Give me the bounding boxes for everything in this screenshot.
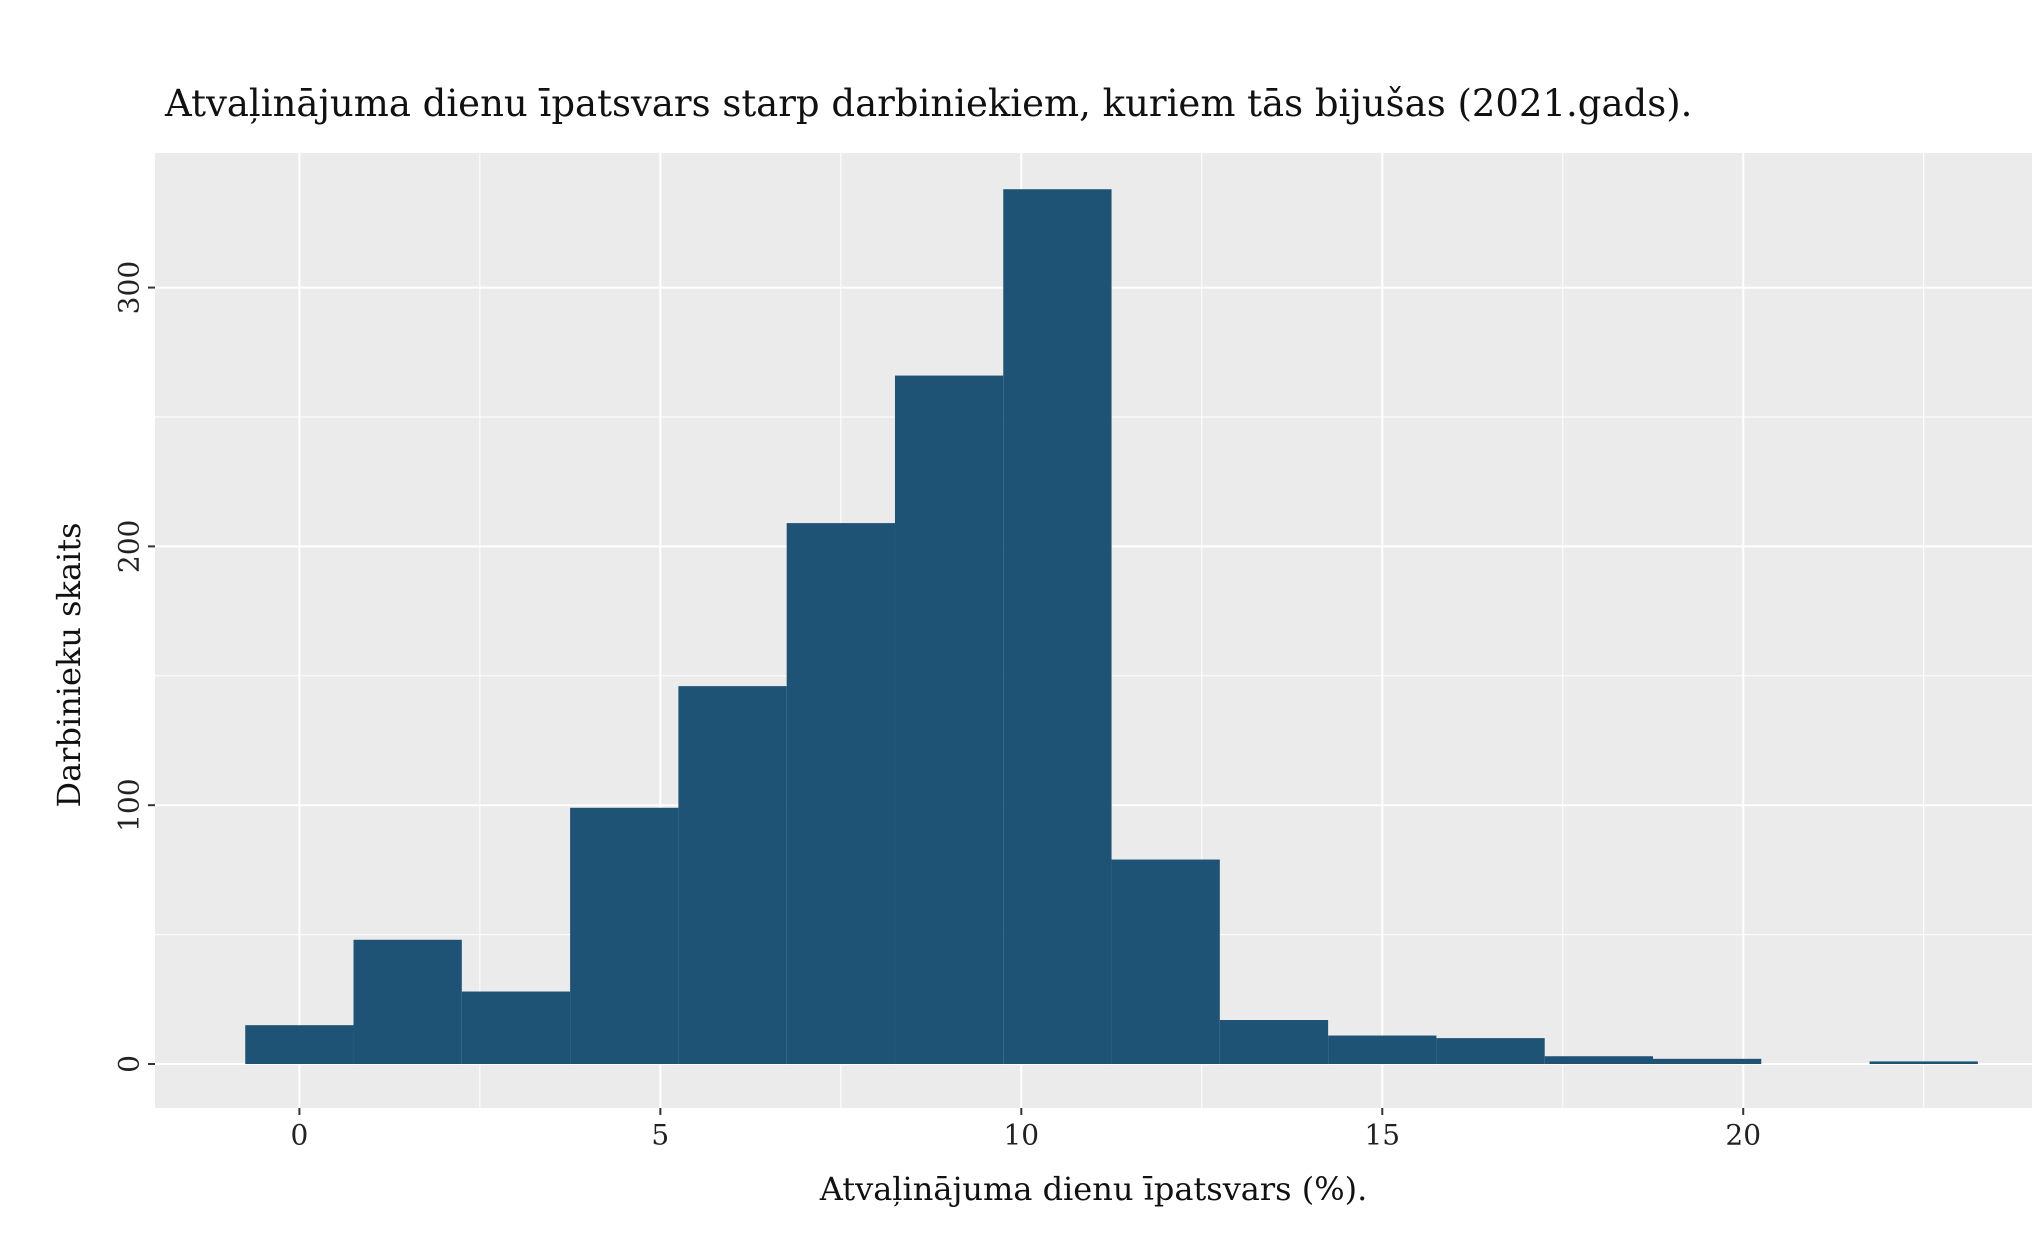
x-axis-tick-label: 20 — [1725, 1119, 1761, 1152]
y-axis-title: Darbinieku skaits — [50, 522, 88, 807]
histogram-bar — [1219, 1020, 1329, 1065]
histogram-bar — [1328, 1035, 1437, 1065]
x-axis-tick-label: 0 — [290, 1119, 308, 1152]
histogram-bar — [245, 1025, 354, 1065]
histogram-bar — [1869, 1061, 1978, 1065]
histogram-bar — [570, 807, 679, 1065]
histogram-bar — [353, 939, 462, 1065]
chart-title: Atvaļinājuma dienu īpatsvars starp darbi… — [164, 82, 1692, 125]
x-axis-tick-label: 5 — [651, 1119, 669, 1152]
histogram-bars — [245, 189, 1978, 1065]
histogram-bar — [786, 523, 895, 1065]
histogram-bar — [1652, 1058, 1762, 1065]
histogram-bar — [1111, 859, 1220, 1065]
histogram-bar — [678, 686, 787, 1065]
histogram-bar — [894, 375, 1004, 1065]
x-axis-tick-label: 10 — [1003, 1119, 1039, 1152]
y-axis-tick-label: 100 — [113, 778, 146, 831]
axis-ticks — [148, 286, 1745, 1115]
histogram-bar — [1436, 1038, 1545, 1065]
x-axis-title: Atvaļinājuma dienu īpatsvars (%). — [819, 1170, 1368, 1208]
histogram-bar — [1544, 1056, 1653, 1065]
x-axis-tick-label: 15 — [1364, 1119, 1400, 1152]
histogram-bar — [1003, 189, 1112, 1065]
y-axis-tick-label: 0 — [113, 1055, 146, 1073]
histogram-bar — [461, 991, 571, 1065]
y-axis-tick-label: 300 — [113, 261, 146, 314]
y-axis-tick-label: 200 — [113, 520, 146, 573]
